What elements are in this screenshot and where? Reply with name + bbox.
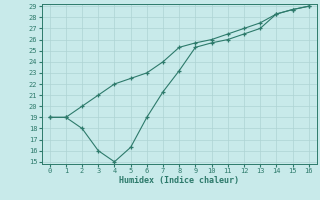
X-axis label: Humidex (Indice chaleur): Humidex (Indice chaleur) bbox=[119, 176, 239, 185]
